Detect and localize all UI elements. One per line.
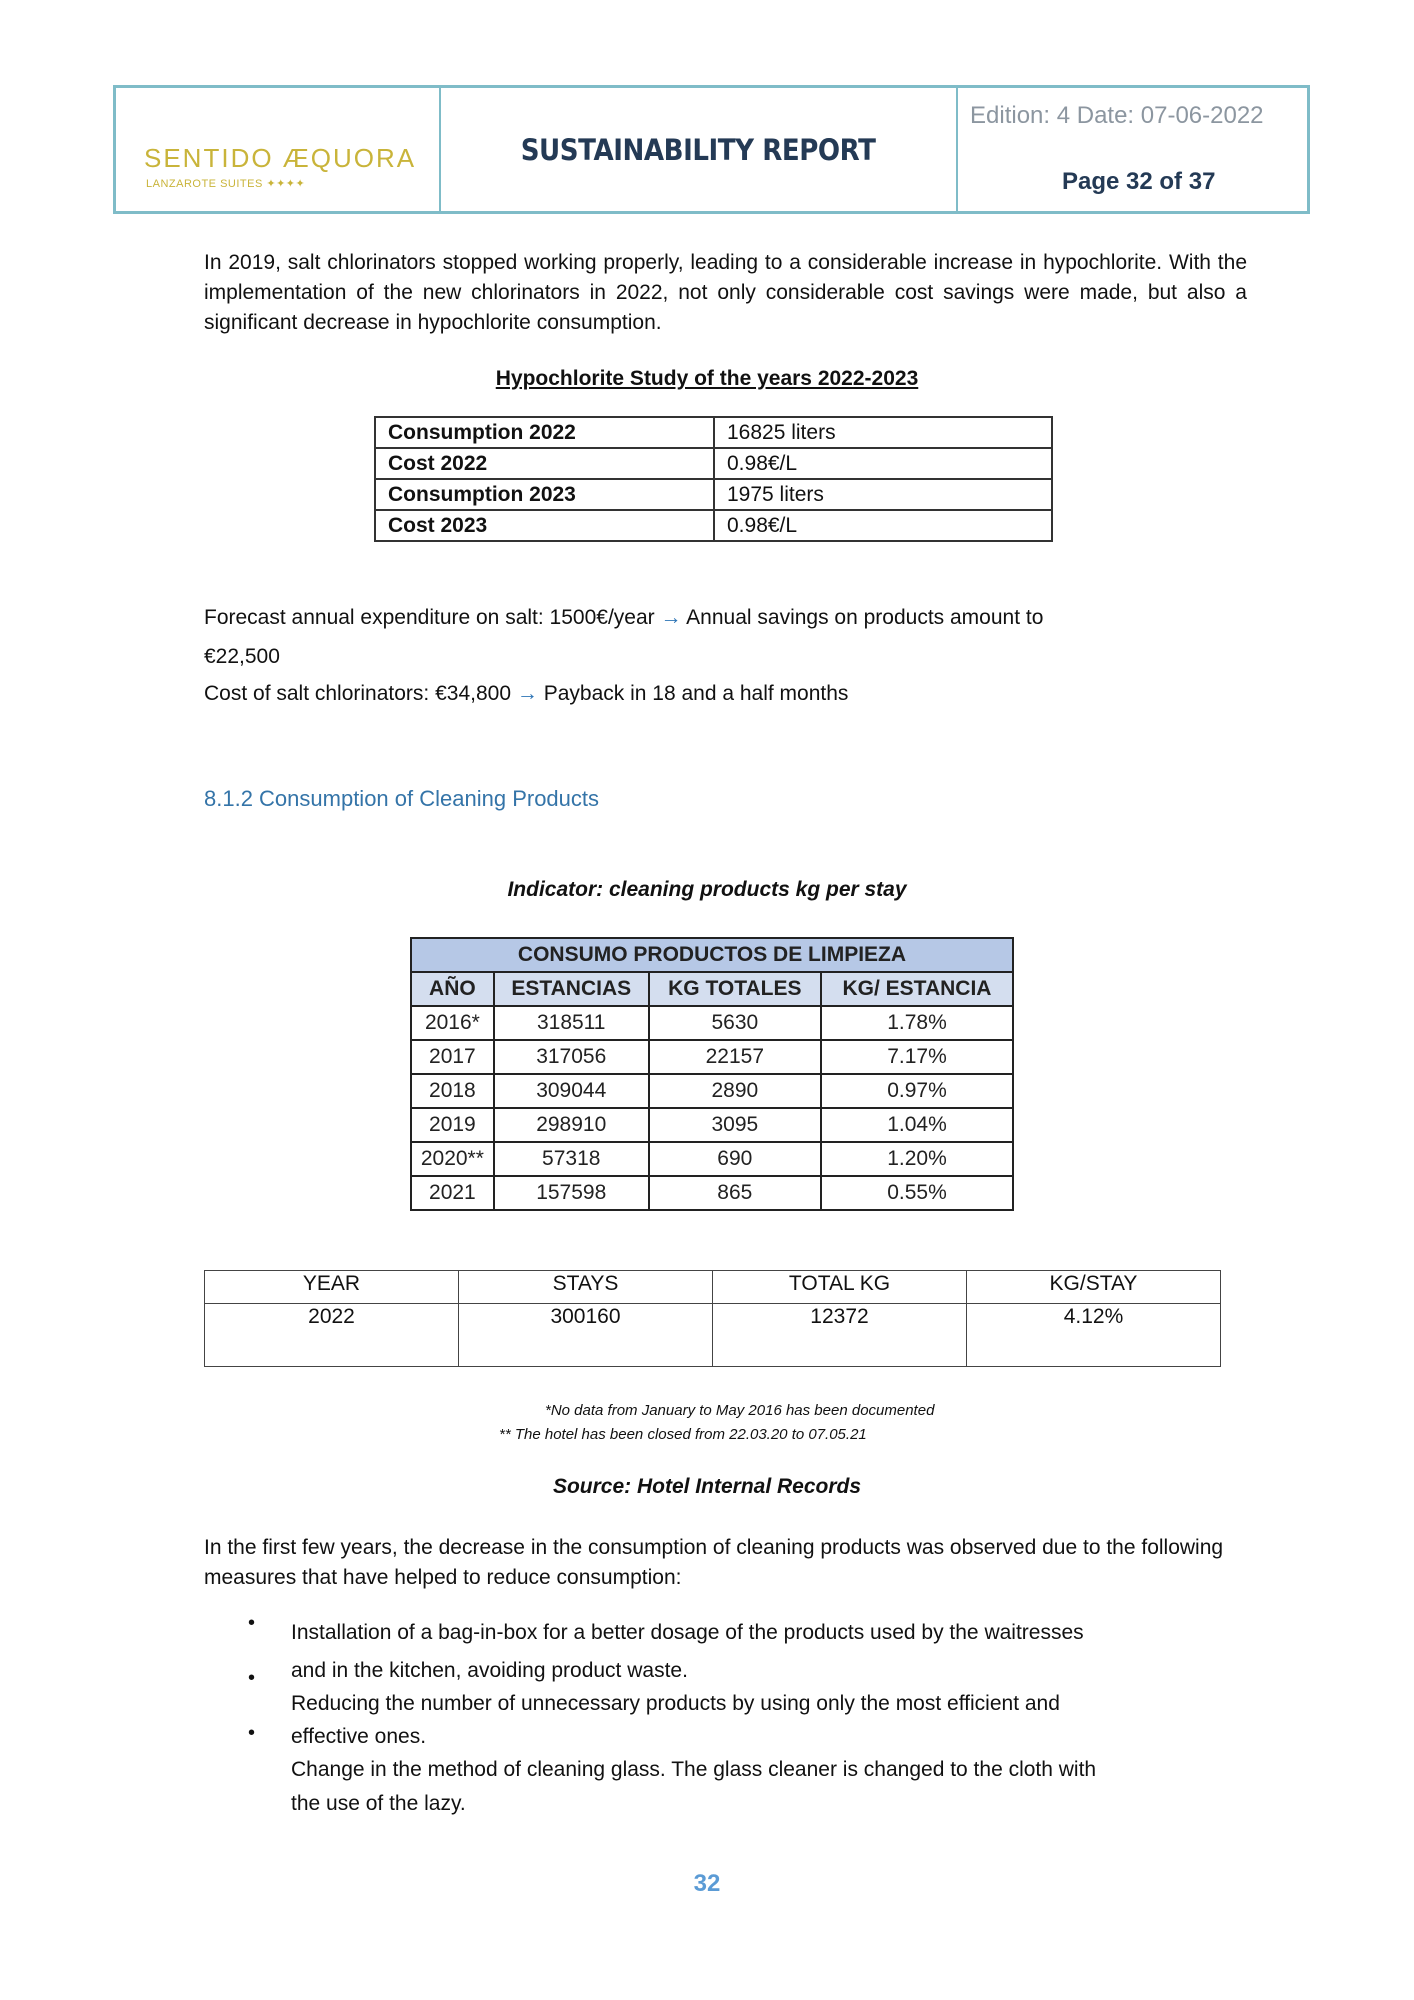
indicator-heading: Indicator: cleaning products kg per stay [507, 878, 907, 901]
table-row: 2018 309044 2890 0.97% [410, 1073, 1015, 1109]
cell: 12372 [712, 1303, 967, 1367]
spanish-consumption-table: CONSUMO PRODUCTOS DE LIMPIEZA AÑO ESTANC… [410, 937, 1015, 1211]
bullet-icon: • [248, 1722, 256, 1744]
table-title: CONSUMO PRODUCTOS DE LIMPIEZA [410, 937, 1014, 973]
savings-text: Annual savings on products amount to [686, 606, 1044, 629]
table-title-row: CONSUMO PRODUCTOS DE LIMPIEZA [410, 937, 1014, 973]
column-header: KG/STAY [966, 1270, 1221, 1304]
cell: 5630 [647, 1005, 822, 1041]
cell: 1.20% [819, 1141, 1015, 1177]
cell: Cost 2022 [374, 447, 715, 480]
logo: SENTIDO ÆQUORA [144, 143, 417, 173]
savings-amount: €22,500 [204, 645, 280, 668]
table-row: 2020** 57318 690 1.20% [410, 1141, 1015, 1177]
title-cell: SUSTAINABILITY REPORT [441, 88, 958, 211]
cell: 157598 [492, 1175, 650, 1211]
page-indicator: Page 32 of 37 [1062, 168, 1216, 195]
cell: 298910 [492, 1107, 650, 1143]
column-header: KG/ ESTANCIA [819, 971, 1015, 1007]
cell: 2020** [410, 1141, 495, 1177]
column-header: ESTANCIAS [492, 971, 650, 1007]
table-row: 2021 157598 865 0.55% [410, 1175, 1015, 1211]
logo-cell: SENTIDO ÆQUORA LANZAROTE SUITES ✦✦✦✦ [116, 88, 441, 211]
table-row: Consumption 2022 16825 liters [374, 416, 1053, 449]
cell: 1975 liters [713, 478, 1053, 511]
cell: 7.17% [819, 1039, 1015, 1075]
hypochlorite-heading: Hypochlorite Study of the years 2022-202… [495, 367, 919, 390]
table-row: 2019 298910 3095 1.04% [410, 1107, 1015, 1143]
forecast-line: Forecast annual expenditure on salt: 150… [204, 603, 1043, 633]
cell: 57318 [492, 1141, 650, 1177]
measures-intro: In the first few years, the decrease in … [204, 1536, 1224, 1589]
bullet-item: effective ones. [291, 1725, 427, 1748]
table-header-row: YEAR STAYS TOTAL KG KG/STAY [204, 1270, 1221, 1304]
section-heading: 8.1.2 Consumption of Cleaning Products [204, 786, 600, 811]
bullet-icon: • [248, 1667, 256, 1689]
hypochlorite-table: Consumption 2022 16825 liters Cost 2022 0.… [374, 416, 1053, 542]
intro-paragraph: In 2019, salt chlorinators stopped worki… [204, 251, 1247, 334]
cell: 2016* [410, 1005, 495, 1041]
table-row: Cost 2023 0.98€/L [374, 509, 1053, 542]
cell: 317056 [492, 1039, 650, 1075]
arrow-right-icon: → [660, 606, 682, 629]
table-header-row: AÑO ESTANCIAS KG TOTALES KG/ ESTANCIA [410, 971, 1015, 1007]
cost-text: Cost of salt chlorinators: €34,800 [204, 682, 512, 705]
source-note: Source: Hotel Internal Records [552, 1475, 862, 1498]
cell: 690 [647, 1141, 822, 1177]
cell: 318511 [492, 1005, 650, 1041]
cell: 2017 [410, 1039, 495, 1075]
cell: 2890 [647, 1073, 822, 1109]
forecast-text: Forecast annual expenditure on salt: 150… [204, 606, 655, 629]
cell: 0.97% [819, 1073, 1015, 1109]
arrow-right-icon: → [516, 682, 538, 705]
cell: 0.98€/L [713, 509, 1053, 542]
cell: 22157 [647, 1039, 822, 1075]
column-header: KG TOTALES [647, 971, 822, 1007]
edition-date: Edition: 4 Date: 07-06-2022 [970, 102, 1264, 129]
cell: 0.55% [819, 1175, 1015, 1211]
table-row: 2022 300160 12372 4.12% [204, 1303, 1221, 1367]
table-row: 2016* 318511 5630 1.78% [410, 1005, 1015, 1041]
cell: 16825 liters [713, 416, 1053, 449]
page-number: 32 [693, 1870, 721, 1897]
logo-subtitle: LANZAROTE SUITES ✦✦✦✦ [146, 178, 306, 190]
column-header: TOTAL KG [712, 1270, 967, 1304]
cell: Cost 2023 [374, 509, 715, 542]
cell: Consumption 2023 [374, 478, 715, 511]
bullet-item: the use of the lazy. [291, 1792, 466, 1815]
bullet-item: Change in the method of cleaning glass. … [291, 1758, 1097, 1781]
cell: 300160 [458, 1303, 713, 1367]
cell: 4.12% [966, 1303, 1221, 1367]
cost-line: Cost of salt chlorinators: €34,800 → Pay… [204, 679, 848, 709]
column-header: YEAR [204, 1270, 459, 1304]
table-row: Consumption 2023 1975 liters [374, 478, 1053, 511]
cell: 2019 [410, 1107, 495, 1143]
footnote-2020: ** The hotel has been closed from 22.03.… [499, 1426, 867, 1443]
cell: 2018 [410, 1073, 495, 1109]
report-title: SUSTAINABILITY REPORT [521, 132, 876, 167]
cell: 3095 [647, 1107, 822, 1143]
bullet-item: Reducing the number of unnecessary produ… [291, 1692, 1060, 1715]
cell: 2022 [204, 1303, 459, 1367]
table-row: 2017 317056 22157 7.17% [410, 1039, 1015, 1075]
footnote-2016: *No data from January to May 2016 has be… [545, 1402, 935, 1419]
payback-text: Payback in 18 and a half months [543, 682, 849, 705]
english-consumption-table: YEAR STAYS TOTAL KG KG/STAY 2022 300160 … [204, 1270, 1221, 1367]
page-header: SENTIDO ÆQUORA LANZAROTE SUITES ✦✦✦✦ SUS… [113, 85, 1310, 214]
column-header: STAYS [458, 1270, 713, 1304]
cell: 1.04% [819, 1107, 1015, 1143]
bullet-item: Installation of a bag-in-box for a bette… [291, 1621, 1084, 1644]
bullet-icon: • [248, 1612, 256, 1634]
cell: 865 [647, 1175, 822, 1211]
column-header: AÑO [410, 971, 495, 1007]
edition-cell: Edition: 4 Date: 07-06-2022 Page 32 of 3… [958, 88, 1307, 211]
cell: 2021 [410, 1175, 495, 1211]
cell: 0.98€/L [713, 447, 1053, 480]
cell: 1.78% [819, 1005, 1015, 1041]
bullet-item: and in the kitchen, avoiding product was… [291, 1659, 688, 1682]
cell: 309044 [492, 1073, 650, 1109]
cell: Consumption 2022 [374, 416, 715, 449]
table-row: Cost 2022 0.98€/L [374, 447, 1053, 480]
